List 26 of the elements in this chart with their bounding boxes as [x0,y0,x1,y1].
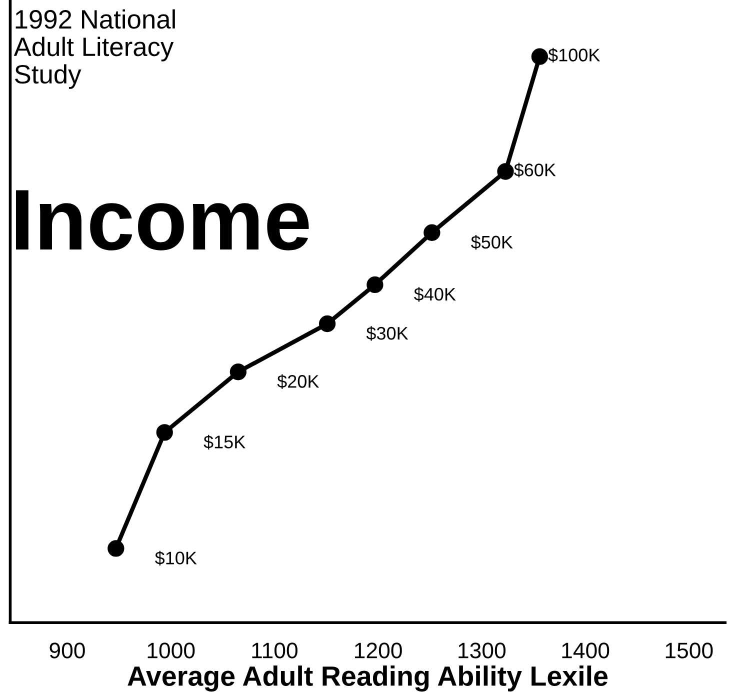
annotation: $10K [155,550,197,566]
x-tick-label: 900 [50,642,85,658]
x-tick-label: 1100 [252,642,298,658]
point [108,540,124,557]
point [531,48,548,65]
annotation: $20K [277,374,320,389]
y-axis-title: Income [16,190,309,250]
x-tick-label: 1000 [148,642,195,658]
x-axis-title: Average Adult Reading Ability Lexile [128,666,608,692]
point [424,224,440,241]
annotation: $60K [514,162,556,178]
annotation: $100K [548,48,600,63]
point [156,424,173,441]
x-tick-label: 1200 [355,642,402,658]
x-tick-label: 1500 [666,642,713,658]
annotation: $30K [366,326,408,341]
x-tick-label: 1300 [458,642,506,658]
x-tick-label: 1400 [562,642,610,658]
point [366,276,384,294]
annotation: $15K [204,434,246,450]
point [497,163,514,180]
point [318,315,336,332]
chart-title: 1992 National Adult Literacy Study [14,9,175,89]
point [230,364,247,380]
annotation: $40K [414,287,456,302]
annotation: $50K [471,235,513,250]
